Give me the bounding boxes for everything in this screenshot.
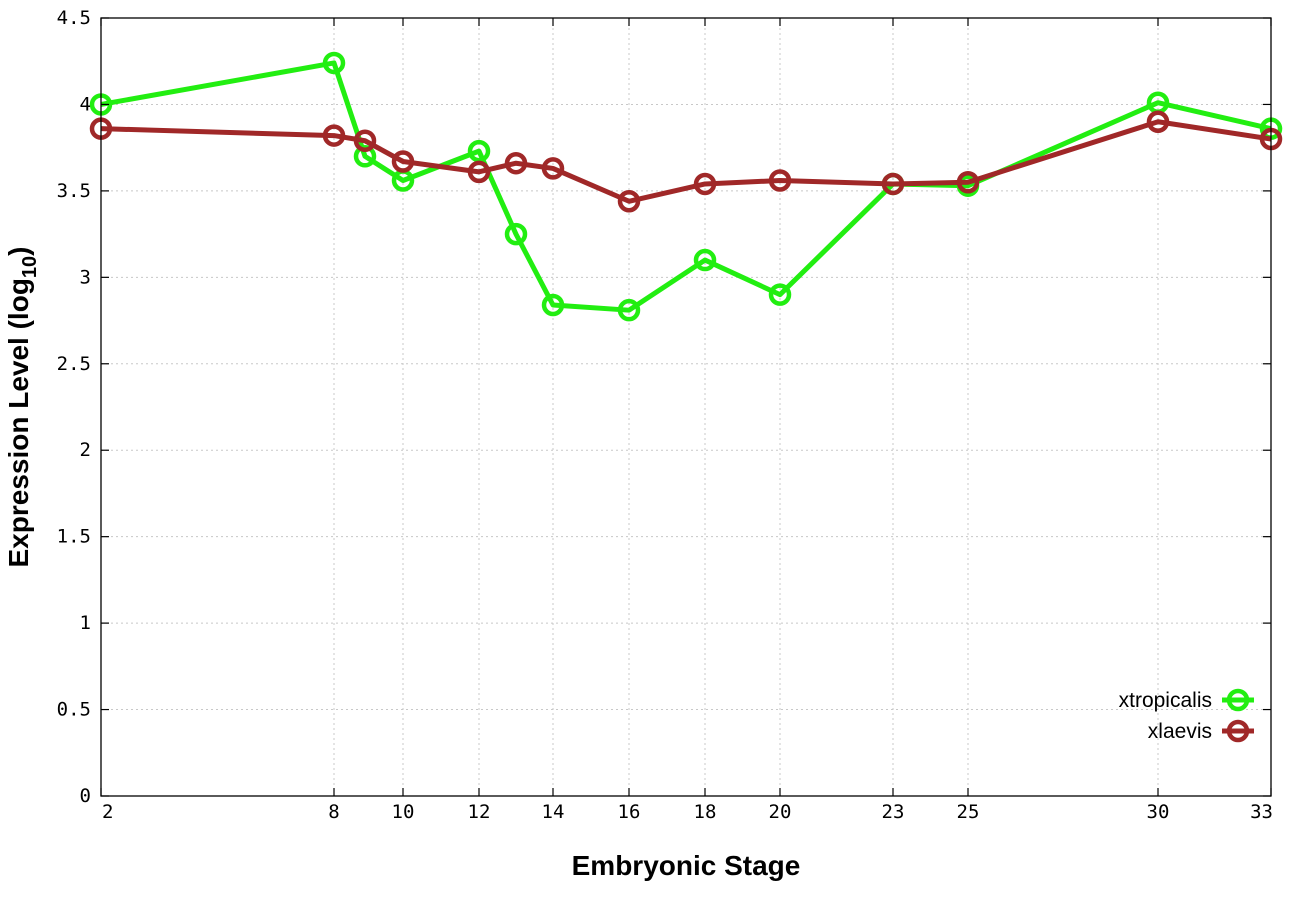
x-axis-title: Embryonic Stage [572, 850, 801, 881]
data-point-xlaevis [768, 169, 792, 192]
x-tick-label: 12 [468, 801, 491, 823]
data-point-xlaevis [391, 150, 415, 173]
y-tick-label: 0 [80, 785, 91, 807]
series-lines [89, 51, 1283, 322]
y-tick-label: 1 [80, 612, 91, 634]
y-tick-label: 2 [80, 439, 91, 461]
y-tick-label: 1.5 [57, 526, 91, 548]
y-tick-label: 3 [80, 266, 91, 288]
x-tick-label: 20 [769, 801, 792, 823]
data-point-xlaevis [541, 157, 565, 180]
y-axis-title: Expression Level (log10) [3, 247, 41, 568]
data-point-xlaevis [1146, 110, 1170, 133]
data-point-xlaevis [322, 124, 346, 147]
legend: xtropicalis xlaevis [1119, 688, 1254, 743]
data-point-xtropicalis [693, 248, 717, 272]
data-point-xtropicalis [353, 145, 377, 168]
y-tick-label: 3.5 [57, 180, 91, 202]
x-tick-label: 10 [392, 801, 415, 823]
data-point-xlaevis [881, 172, 905, 196]
y-axis-title-main: Expression Level (log [3, 278, 34, 567]
legend-swatch-marker [1226, 688, 1250, 712]
data-point-xtropicalis [617, 298, 641, 322]
data-point-xtropicalis [541, 293, 565, 317]
data-point-xlaevis [353, 129, 377, 153]
data-point-xlaevis [504, 151, 528, 175]
series-line-xlaevis [100, 119, 1272, 204]
x-tick-label: 25 [957, 801, 980, 823]
y-tick-label: 0.5 [57, 699, 91, 721]
data-point-xlaevis [956, 170, 980, 194]
x-tick-label: 33 [1250, 801, 1273, 823]
data-point-xtropicalis [504, 222, 528, 246]
legend-label-xtropicalis: xtropicalis [1119, 689, 1212, 712]
x-tick-label: 23 [882, 801, 905, 823]
x-tick-label: 16 [618, 801, 641, 823]
axis-ticks: 0 0.5 1 1.5 2 2.5 3 3.5 4 4.5 2 8 10 12 14 16 18 20 23 25 30… [57, 7, 1273, 823]
x-tick-label: 2 [102, 801, 113, 823]
grid-lines [101, 18, 1271, 796]
legend-swatch-marker [1226, 719, 1250, 743]
data-point-xlaevis [693, 172, 717, 196]
y-tick-label: 4.5 [57, 7, 91, 29]
y-tick-label: 4 [80, 93, 91, 115]
data-point-xtropicalis [467, 139, 491, 163]
x-tick-label: 30 [1147, 801, 1170, 823]
data-point-xlaevis [617, 190, 641, 213]
legend-label-xlaevis: xlaevis [1148, 720, 1212, 743]
data-point-xtropicalis [322, 51, 346, 75]
plot-frame [100, 17, 1272, 797]
data-point-xtropicalis [768, 283, 792, 306]
y-tick-label: 2.5 [57, 353, 91, 375]
x-tick-label: 8 [328, 801, 339, 823]
x-tick-label: 18 [694, 801, 717, 823]
y-axis-title-subscript: 10 [19, 256, 41, 278]
data-point-xlaevis [467, 160, 491, 184]
y-axis-title-tail: ) [3, 247, 34, 256]
x-tick-label: 14 [542, 801, 565, 823]
